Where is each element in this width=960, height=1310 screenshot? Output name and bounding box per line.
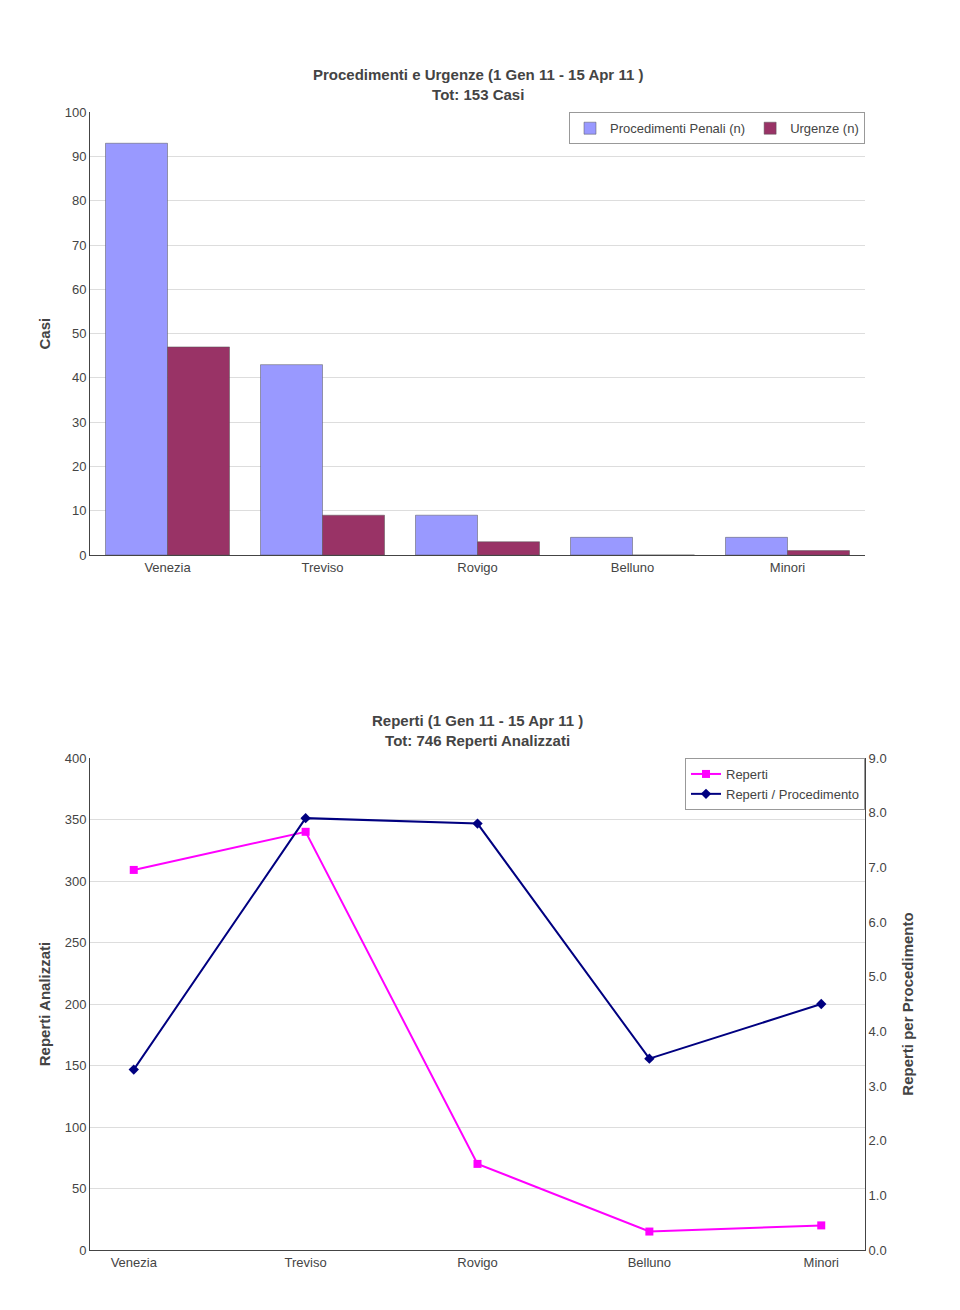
- svg-text:0.0: 0.0: [869, 1243, 887, 1258]
- svg-text:20: 20: [72, 459, 86, 474]
- svg-text:3.0: 3.0: [869, 1079, 887, 1094]
- svg-text:150: 150: [65, 1058, 87, 1073]
- svg-text:50: 50: [72, 326, 86, 341]
- svg-text:Reperti (1 Gen 11 - 15 Apr 11: Reperti (1 Gen 11 - 15 Apr 11 )Tot: 746 …: [372, 712, 583, 749]
- svg-text:Minori: Minori: [804, 1255, 840, 1270]
- svg-text:5.0: 5.0: [869, 969, 887, 984]
- svg-text:Procedimenti e Urgenze (1 Gen: Procedimenti e Urgenze (1 Gen 11 - 15 Ap…: [313, 66, 643, 103]
- svg-text:400: 400: [65, 751, 87, 766]
- svg-text:350: 350: [65, 812, 87, 827]
- svg-text:Rovigo: Rovigo: [457, 560, 497, 575]
- svg-text:0: 0: [79, 1243, 86, 1258]
- svg-text:100: 100: [65, 105, 87, 120]
- svg-text:7.0: 7.0: [869, 860, 887, 875]
- svg-text:Reperti / Procedimento: Reperti / Procedimento: [726, 787, 859, 802]
- svg-text:Reperti: Reperti: [726, 767, 768, 782]
- svg-text:10: 10: [72, 503, 86, 518]
- svg-text:100: 100: [65, 1120, 87, 1135]
- svg-text:300: 300: [65, 874, 87, 889]
- svg-text:Venezia: Venezia: [144, 560, 191, 575]
- svg-text:Minori: Minori: [770, 560, 806, 575]
- svg-text:8.0: 8.0: [869, 805, 887, 820]
- svg-text:80: 80: [72, 193, 86, 208]
- svg-text:Casi: Casi: [36, 318, 53, 350]
- svg-text:Urgenze (n): Urgenze (n): [790, 121, 859, 136]
- svg-text:70: 70: [72, 238, 86, 253]
- svg-text:Reperti Analizzati: Reperti Analizzati: [36, 942, 53, 1066]
- svg-text:4.0: 4.0: [869, 1024, 887, 1039]
- svg-text:90: 90: [72, 149, 86, 164]
- svg-text:Rovigo: Rovigo: [457, 1255, 497, 1270]
- svg-text:Belluno: Belluno: [628, 1255, 671, 1270]
- svg-text:200: 200: [65, 997, 87, 1012]
- svg-text:30: 30: [72, 415, 86, 430]
- svg-text:6.0: 6.0: [869, 915, 887, 930]
- svg-text:60: 60: [72, 282, 86, 297]
- svg-text:40: 40: [72, 370, 86, 385]
- svg-text:Belluno: Belluno: [611, 560, 654, 575]
- svg-text:Procedimenti Penali (n): Procedimenti Penali (n): [610, 121, 745, 136]
- svg-text:2.0: 2.0: [869, 1133, 887, 1148]
- svg-text:Treviso: Treviso: [301, 560, 343, 575]
- svg-text:Treviso: Treviso: [285, 1255, 327, 1270]
- svg-text:250: 250: [65, 935, 87, 950]
- svg-text:1.0: 1.0: [869, 1188, 887, 1203]
- svg-text:Reperti per Procedimento: Reperti per Procedimento: [899, 912, 916, 1095]
- svg-text:Venezia: Venezia: [111, 1255, 158, 1270]
- svg-text:0: 0: [79, 548, 86, 563]
- svg-text:50: 50: [72, 1181, 86, 1196]
- svg-text:9.0: 9.0: [869, 751, 887, 766]
